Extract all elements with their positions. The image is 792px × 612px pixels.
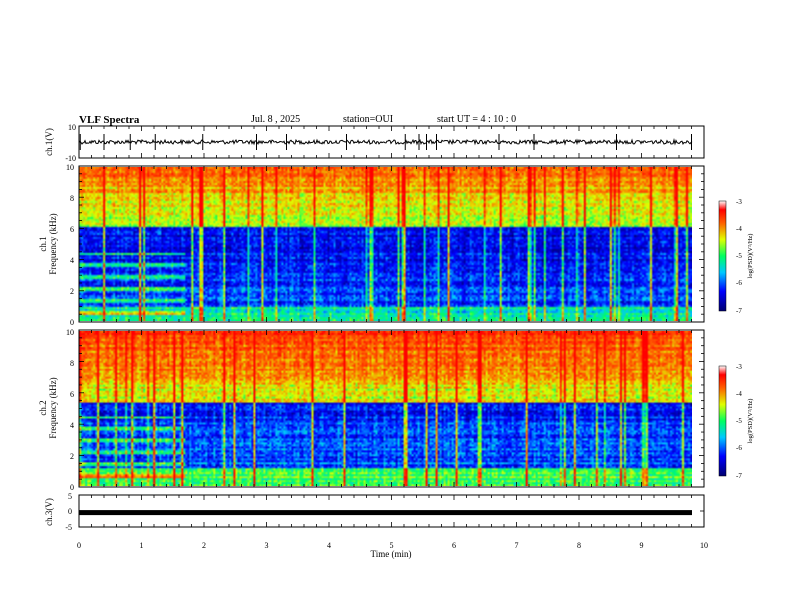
ch2-spectrogram-ylabel: ch.2Frequency (kHz) bbox=[38, 377, 58, 438]
x-tick-label: 5 bbox=[390, 541, 394, 550]
x-tick-label: 8 bbox=[577, 541, 581, 550]
ylabel-line: Frequency (kHz) bbox=[48, 213, 58, 274]
ch3-trace bbox=[79, 510, 692, 516]
x-tick-label: 2 bbox=[202, 541, 206, 550]
ch1-trace bbox=[78, 138, 693, 146]
start-time-label: start UT = 4 : 10 : 0 bbox=[437, 114, 517, 125]
s1-cb-tick: -5 bbox=[736, 252, 742, 260]
ch3-ticks bbox=[79, 494, 704, 528]
ch2-colorbar bbox=[718, 365, 727, 477]
x-tick-label: 9 bbox=[640, 541, 644, 550]
ch1-spectrogram-panel: 0 2 4 6 8 10 ch.1Frequency (kHz) -3 -4 -… bbox=[38, 163, 754, 327]
s1-ytick: 8 bbox=[70, 194, 74, 203]
time-axis: 0 1 2 3 4 5 6 7 8 9 10 bbox=[77, 126, 708, 550]
ch2-spectrogram-panel: 0 2 4 6 8 10 ch.2Frequency (kHz) -3 -4 -… bbox=[38, 328, 754, 492]
ch1-ytick-top: 10 bbox=[68, 123, 76, 132]
ch1-ylabel: ch.1(V) bbox=[44, 128, 54, 156]
s2-cb-tick: -5 bbox=[736, 417, 742, 425]
figure-title: VLF Spectra bbox=[79, 114, 140, 126]
ch3-ylabel: ch.3(V) bbox=[44, 498, 54, 526]
s2-ytick: 4 bbox=[70, 421, 74, 430]
s2-cb-tick: -7 bbox=[736, 472, 742, 480]
ylabel-line: ch.2 bbox=[38, 400, 48, 415]
x-tick-label: 1 bbox=[140, 541, 144, 550]
ch1-waveform-panel: 10 -10 ch.1(V) bbox=[44, 123, 705, 163]
s2-ytick: 2 bbox=[70, 452, 74, 461]
ch1-spectrogram-ticks bbox=[79, 165, 704, 323]
s1-cb-tick: -3 bbox=[736, 198, 742, 206]
ch2-spectrogram-ticks bbox=[79, 329, 704, 488]
s1-ytick: 6 bbox=[70, 225, 74, 234]
s1-ytick: 0 bbox=[70, 318, 74, 327]
ch1-spectrogram-ylabel: ch.1Frequency (kHz) bbox=[38, 213, 58, 274]
xaxis-label: Time (min) bbox=[371, 549, 412, 559]
s2-cb-tick: -3 bbox=[736, 363, 742, 371]
ch3-panel: 5 0 -5 ch.3(V) bbox=[44, 492, 705, 532]
x-tick-label: 3 bbox=[265, 541, 269, 550]
s2-ytick: 6 bbox=[70, 390, 74, 399]
ch1-spikes bbox=[79, 134, 692, 150]
ch3-ytick: 0 bbox=[68, 507, 72, 516]
s1-ytick: 2 bbox=[70, 287, 74, 296]
ch1-spectrogram-image bbox=[79, 167, 692, 321]
x-tick-label: 7 bbox=[515, 541, 519, 550]
date-label: Jul. 8 , 2025 bbox=[251, 114, 301, 125]
s1-ytick: 10 bbox=[66, 163, 74, 172]
ch3-ytick: 5 bbox=[68, 492, 72, 501]
x-tick-label: 4 bbox=[327, 541, 331, 550]
ch1-ytick-bottom: -10 bbox=[65, 154, 76, 163]
s2-cb-tick: -4 bbox=[736, 390, 742, 398]
s1-cb-tick: -4 bbox=[736, 225, 742, 233]
ch1-colorbar-label: log(PSD)(V²/Hz) bbox=[747, 234, 754, 279]
ch1-colorbar bbox=[718, 200, 727, 312]
ch3-ytick: -5 bbox=[65, 523, 72, 532]
s1-cb-tick: -6 bbox=[736, 279, 742, 287]
s1-cb-tick: -7 bbox=[736, 307, 742, 315]
station-label: station=OUI bbox=[343, 114, 394, 125]
s2-cb-tick: -6 bbox=[736, 444, 742, 452]
ch2-colorbar-label: log(PSD)(V²/Hz) bbox=[747, 399, 754, 444]
s2-ytick: 8 bbox=[70, 359, 74, 368]
ch2-spectrogram-image bbox=[79, 331, 692, 486]
s2-ytick: 10 bbox=[66, 328, 74, 337]
ylabel-line: ch.1 bbox=[38, 236, 48, 251]
ylabel-line: Frequency (kHz) bbox=[48, 377, 58, 438]
s1-ytick: 4 bbox=[70, 256, 74, 265]
s2-ytick: 0 bbox=[70, 483, 74, 492]
x-tick-label: 10 bbox=[700, 541, 708, 550]
x-tick-label: 0 bbox=[77, 541, 81, 550]
x-tick-label: 6 bbox=[452, 541, 456, 550]
